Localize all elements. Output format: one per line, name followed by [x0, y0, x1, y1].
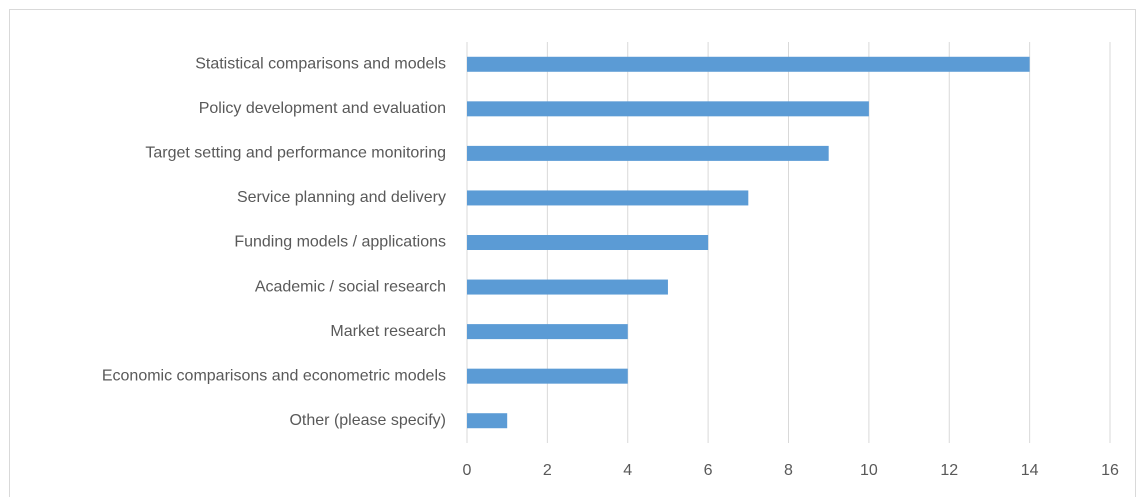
chart-border: [9, 9, 1136, 497]
bar: [467, 101, 869, 117]
bar: [467, 235, 709, 250]
bar: [467, 145, 829, 161]
y-tick-label: Funding models / applications: [234, 234, 446, 251]
y-tick-label: Other (please specify): [289, 412, 446, 429]
x-tick-label: 2: [543, 462, 552, 479]
y-tick-label: Statistical comparisons and models: [195, 55, 446, 72]
bar: [467, 279, 668, 295]
bar: [467, 413, 508, 429]
y-tick-label: Policy development and evaluation: [199, 100, 446, 117]
x-tick-label: 4: [623, 462, 632, 479]
bar: [467, 56, 1030, 72]
x-tick-label: 6: [704, 462, 713, 479]
bar: [467, 368, 628, 384]
bar: [467, 324, 628, 340]
y-tick-label: Economic comparisons and econometric mod…: [102, 367, 446, 384]
x-tick-label: 0: [463, 462, 472, 479]
y-tick-label: Service planning and delivery: [237, 189, 446, 206]
bar: [467, 190, 749, 206]
x-tick-label: 14: [1021, 462, 1039, 479]
x-tick-label: 10: [860, 462, 878, 479]
x-tick-label: 16: [1101, 462, 1119, 479]
x-tick-label: 8: [784, 462, 793, 479]
x-tick-label: 12: [940, 462, 958, 479]
y-tick-label: Market research: [330, 323, 446, 340]
y-tick-label: Target setting and performance monitorin…: [145, 145, 446, 162]
y-tick-label: Academic / social research: [255, 278, 446, 295]
